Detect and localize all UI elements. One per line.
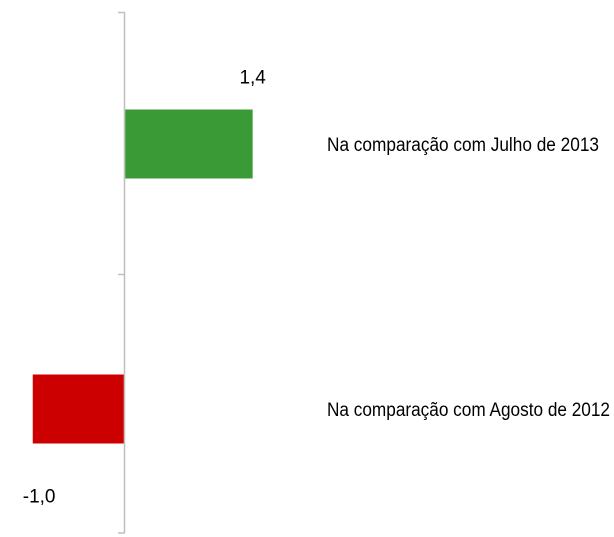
data-label-agosto-2012: -1,0 [23,487,56,508]
bar-agosto-2012 [32,374,124,444]
bar-julho-2013 [125,109,253,179]
category-label-agosto-2012: Na comparação com Agosto de 2012 [327,400,610,421]
data-label-julho-2013: 1,4 [239,68,266,89]
category-label-julho-2013: Na comparação com Julho de 2013 [327,135,599,156]
